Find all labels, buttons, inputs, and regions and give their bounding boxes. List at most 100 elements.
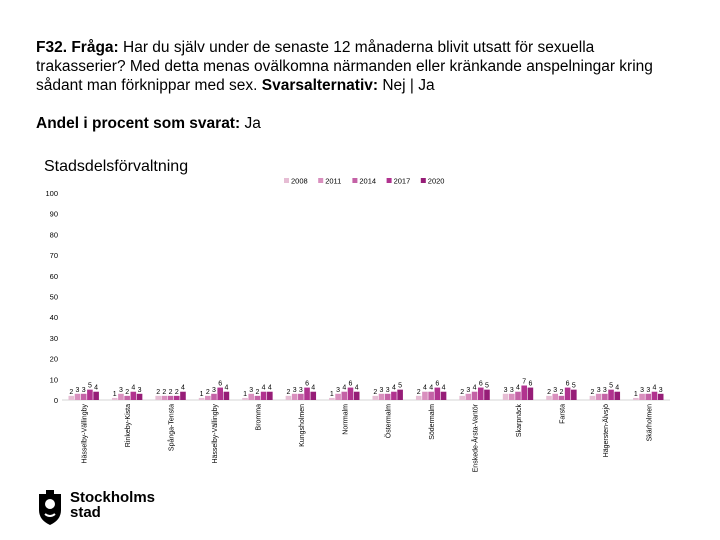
bar — [211, 393, 217, 400]
bar — [415, 395, 422, 400]
data-label: 1 — [634, 391, 638, 398]
bar — [384, 393, 391, 400]
y-tick-label: 20 — [50, 355, 58, 364]
data-label: 4 — [355, 385, 359, 392]
bar — [161, 395, 168, 400]
x-tick-label: Östermalm — [385, 404, 393, 438]
data-label: 5 — [485, 383, 489, 390]
y-tick-label: 100 — [45, 189, 58, 198]
data-label: 1 — [200, 391, 204, 398]
y-tick-label: 0 — [54, 396, 58, 405]
data-label: 4 — [392, 385, 396, 392]
bar — [136, 393, 143, 400]
data-label: 3 — [138, 387, 142, 394]
data-label: 5 — [609, 383, 613, 390]
data-label: 3 — [466, 387, 470, 394]
bar — [428, 391, 434, 400]
legend-label: 2017 — [394, 177, 411, 186]
bar — [558, 395, 565, 400]
data-label: 4 — [181, 385, 185, 392]
data-label: 6 — [218, 381, 222, 388]
data-label: 3 — [299, 387, 303, 394]
data-label: 3 — [76, 387, 80, 394]
bar — [633, 397, 639, 400]
data-label: 2 — [547, 389, 551, 396]
bar — [130, 391, 137, 400]
data-label: 3 — [504, 387, 508, 394]
x-tick-label: Södermalm — [429, 404, 436, 440]
y-tick-label: 90 — [50, 210, 58, 219]
data-label: 6 — [566, 381, 570, 388]
bar — [80, 393, 87, 400]
y-tick-label: 70 — [50, 251, 58, 260]
data-label: 6 — [435, 381, 439, 388]
data-label: 6 — [305, 381, 309, 388]
data-label: 3 — [597, 387, 601, 394]
x-tick-label: Enskede-Årsta-Vantör — [471, 403, 480, 472]
data-label: 3 — [119, 387, 123, 394]
data-label: 2 — [69, 389, 73, 396]
bar — [651, 391, 658, 400]
question-prefix: F32. Fråga: — [36, 39, 119, 56]
bar — [434, 387, 441, 400]
bar — [341, 391, 348, 400]
bar — [285, 395, 292, 400]
y-tick-label: 60 — [50, 272, 58, 281]
bar — [111, 397, 118, 400]
alternatives-text: Nej | Ja — [378, 77, 435, 94]
bar — [484, 389, 490, 400]
data-label: 5 — [88, 383, 92, 390]
data-label: 3 — [386, 387, 390, 394]
legend-label: 2008 — [291, 177, 308, 186]
subheading-label: Andel i procent som svarat: — [36, 115, 241, 132]
data-label: 2 — [287, 389, 291, 396]
bar — [260, 391, 267, 400]
legend-swatch — [420, 178, 426, 183]
x-tick-label: Hässelby-Vällingby — [82, 404, 89, 464]
y-tick-label: 40 — [50, 313, 58, 322]
logo-wordmark: Stockholms stad — [70, 490, 155, 520]
data-label: 6 — [349, 381, 353, 388]
data-label: 4 — [94, 385, 98, 392]
legend-label: 2014 — [359, 177, 376, 186]
data-label: 6 — [479, 381, 483, 388]
bar — [440, 391, 447, 400]
data-label: 4 — [442, 385, 446, 392]
bar — [248, 393, 255, 400]
bar — [477, 387, 484, 400]
bar — [167, 395, 174, 400]
legend-swatch — [318, 178, 324, 183]
data-label: 3 — [646, 387, 650, 394]
bar — [546, 395, 552, 400]
bar — [589, 395, 596, 400]
bar — [564, 387, 571, 400]
bar — [310, 391, 317, 400]
bar — [304, 387, 310, 400]
bar — [459, 395, 465, 400]
data-label: 3 — [212, 387, 216, 394]
bar — [335, 393, 341, 400]
logo-line-2: stad — [70, 504, 101, 521]
bar — [298, 393, 304, 400]
bar — [205, 395, 211, 400]
bar — [329, 397, 335, 400]
data-label: 4 — [423, 385, 427, 392]
bar — [521, 385, 527, 400]
x-tick-label: Kungsholmen — [299, 404, 306, 447]
bar — [118, 393, 124, 400]
bar — [223, 391, 230, 400]
subheading: Andel i procent som svarat: Ja — [36, 115, 261, 133]
x-tick-label: Farsta — [559, 404, 566, 424]
bar — [378, 393, 385, 400]
data-label: 1 — [113, 391, 117, 398]
legend-swatch — [284, 178, 289, 183]
data-label: 3 — [336, 387, 340, 394]
data-label: 4 — [268, 385, 272, 392]
bar — [198, 397, 205, 400]
bar — [347, 387, 354, 400]
data-label: 4 — [262, 385, 266, 392]
bar — [124, 395, 130, 400]
bar — [509, 393, 515, 400]
data-label: 3 — [510, 387, 514, 394]
data-label: 4 — [516, 385, 520, 392]
